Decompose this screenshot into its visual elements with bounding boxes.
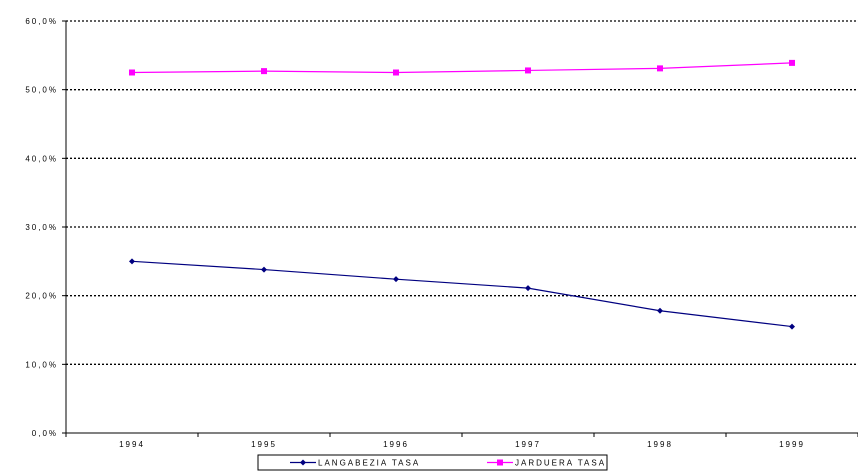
legend-item: JARDUERA TASA <box>487 459 606 468</box>
data-point <box>525 285 531 292</box>
legend-marker <box>300 459 306 466</box>
data-point <box>657 65 663 72</box>
x-tick-label: 1994 <box>119 440 145 449</box>
legend-marker <box>497 459 503 466</box>
x-tick-label: 1998 <box>647 440 673 449</box>
x-tick-label: 1997 <box>515 440 541 449</box>
axes <box>62 20 858 437</box>
series-0 <box>129 258 795 330</box>
legend-label: LANGABEZIA TASA <box>318 459 420 468</box>
y-tick-label: 30,0% <box>25 223 58 232</box>
series <box>129 59 795 330</box>
data-point <box>261 68 267 75</box>
y-tick-label: 40,0% <box>25 154 58 163</box>
data-point <box>525 67 531 74</box>
gridlines <box>66 20 858 365</box>
data-point <box>789 323 795 330</box>
data-point <box>129 258 135 265</box>
legend-label: JARDUERA TASA <box>515 459 606 468</box>
y-tick-label: 0,0% <box>32 429 58 438</box>
data-point <box>393 276 399 283</box>
series-line <box>131 62 793 74</box>
series-line <box>131 260 793 328</box>
series-1 <box>129 59 795 76</box>
y-tick-label: 60,0% <box>25 17 58 26</box>
x-tick-labels: 1994 1995 1996 1997 1998 1999 <box>119 440 805 449</box>
x-tick-label: 1999 <box>779 440 805 449</box>
x-tick-label: 1995 <box>251 440 277 449</box>
x-tick-label: 1996 <box>383 440 409 449</box>
y-tick-labels: 0,0% 10,0% 20,0% 30,0% 40,0% 50,0% 60,0% <box>25 17 58 438</box>
legend: LANGABEZIA TASA JARDUERA TASA <box>257 454 608 471</box>
legend-box <box>257 454 608 471</box>
data-point <box>789 59 795 66</box>
data-point <box>261 266 267 273</box>
legend-item: LANGABEZIA TASA <box>290 459 420 468</box>
data-point <box>657 307 663 314</box>
y-tick-label: 10,0% <box>25 360 58 369</box>
data-point <box>393 69 399 76</box>
data-point <box>129 69 135 76</box>
y-tick-label: 20,0% <box>25 292 58 301</box>
y-tick-label: 50,0% <box>25 86 58 95</box>
